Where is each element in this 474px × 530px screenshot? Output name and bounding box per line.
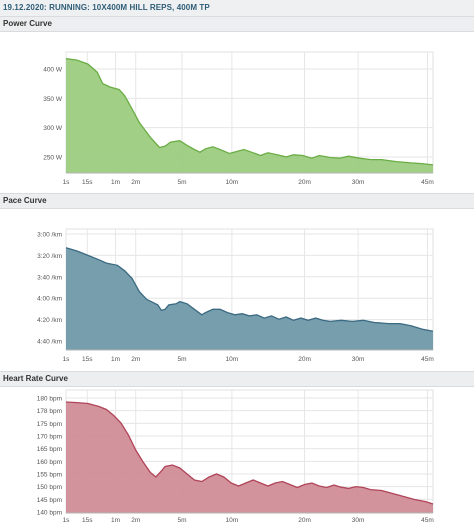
pace-curve-panel: Pace Curve 3:00 /km 3:20 /km 3:40 /km 4:00 …: [0, 193, 474, 369]
y-tick-label: 180 bpm: [37, 396, 62, 403]
y-tick-label: 165 bpm: [37, 446, 62, 453]
panel-header: Power Curve: [0, 16, 474, 32]
curve-area: [66, 247, 433, 350]
y-tick-label: 4:20 /km: [37, 317, 62, 324]
y-tick-label: 4:00 /km: [37, 296, 62, 303]
x-tick-label: 1m: [111, 356, 120, 363]
curve-area: [66, 402, 433, 513]
y-tick-label: 4:40 /km: [37, 339, 62, 346]
curve-line: [65, 58, 434, 166]
x-tick-label: 15s: [82, 517, 93, 524]
x-tick-label: 30m: [352, 517, 365, 524]
x-tick-label: 15s: [82, 356, 93, 363]
x-tick-label: 45m: [421, 179, 434, 186]
power-curve-panel: Power Curve 400 W 350 W 300 W 250 W 1s 15s 1m 2…: [0, 16, 474, 192]
x-tick-label: 2m: [131, 179, 140, 186]
x-tick-label: 2m: [131, 356, 140, 363]
chart-title: Heart Rate Curve: [3, 374, 68, 383]
x-tick-label: 1m: [111, 179, 120, 186]
x-tick-label: 5m: [177, 517, 186, 524]
y-tick-label: 150 bpm: [37, 484, 62, 491]
y-tick-label: 155 bpm: [37, 472, 62, 479]
x-tick-label: 1s: [63, 517, 71, 524]
y-tick-label: 160 bpm: [37, 459, 62, 466]
chart-title: Power Curve: [3, 19, 52, 28]
power-curve-chart[interactable]: 400 W 350 W 300 W 250 W 1s 15s 1m 2m 5m 10m 20m 30m…: [0, 33, 474, 191]
x-tick-label: 5m: [177, 356, 186, 363]
y-tick-label: 250 W: [43, 155, 63, 162]
x-tick-label: 45m: [421, 356, 434, 363]
chart-title: Pace Curve: [3, 196, 47, 205]
y-tick-label: 175 bpm: [37, 421, 62, 428]
x-tick-label: 15s: [82, 179, 93, 186]
x-tick-label: 20m: [298, 179, 311, 186]
panel-header: Heart Rate Curve: [0, 371, 474, 387]
x-tick-label: 10m: [226, 179, 239, 186]
y-tick-label: 3:00 /km: [37, 232, 62, 239]
y-tick-label: 3:20 /km: [37, 253, 62, 260]
y-tick-label: 170 bpm: [37, 434, 62, 441]
y-tick-label: 140 bpm: [37, 510, 62, 517]
heart-rate-curve-panel: Heart Rate Curve 180 bpm 178 bpm 175 bpm 17…: [0, 371, 474, 529]
x-tick-label: 10m: [226, 356, 239, 363]
y-tick-label: 400 W: [43, 67, 63, 74]
x-tick-label: 30m: [352, 356, 365, 363]
workout-title: 19.12.2020: RUNNING: 10X400M HILL REPS, …: [3, 3, 210, 12]
x-tick-label: 1m: [111, 517, 120, 524]
workout-title-bar: 19.12.2020: RUNNING: 10X400M HILL REPS, …: [0, 0, 474, 17]
x-tick-label: 20m: [298, 517, 311, 524]
x-tick-label: 10m: [226, 517, 239, 524]
curve-area: [66, 58, 433, 174]
curve-line: [65, 247, 434, 332]
curve-line: [65, 401, 434, 505]
y-tick-label: 178 bpm: [37, 408, 62, 415]
x-tick-label: 45m: [421, 517, 434, 524]
pace-curve-chart[interactable]: 3:00 /km 3:20 /km 3:40 /km 4:00 /km 4:20 /km…: [0, 210, 474, 368]
panel-header: Pace Curve: [0, 193, 474, 209]
x-tick-label: 2m: [131, 517, 140, 524]
x-tick-label: 20m: [298, 356, 311, 363]
y-tick-label: 300 W: [43, 125, 63, 132]
y-tick-label: 145 bpm: [37, 497, 62, 504]
x-tick-label: 1s: [63, 356, 71, 363]
x-tick-label: 30m: [352, 179, 365, 186]
x-tick-label: 5m: [177, 179, 186, 186]
heart-rate-curve-chart[interactable]: 180 bpm 178 bpm 175 bpm 170 bpm 165 bpm 160 b…: [0, 388, 474, 530]
x-tick-label: 1s: [63, 179, 71, 186]
y-tick-label: 3:40 /km: [37, 274, 62, 281]
y-tick-label: 350 W: [43, 96, 63, 103]
